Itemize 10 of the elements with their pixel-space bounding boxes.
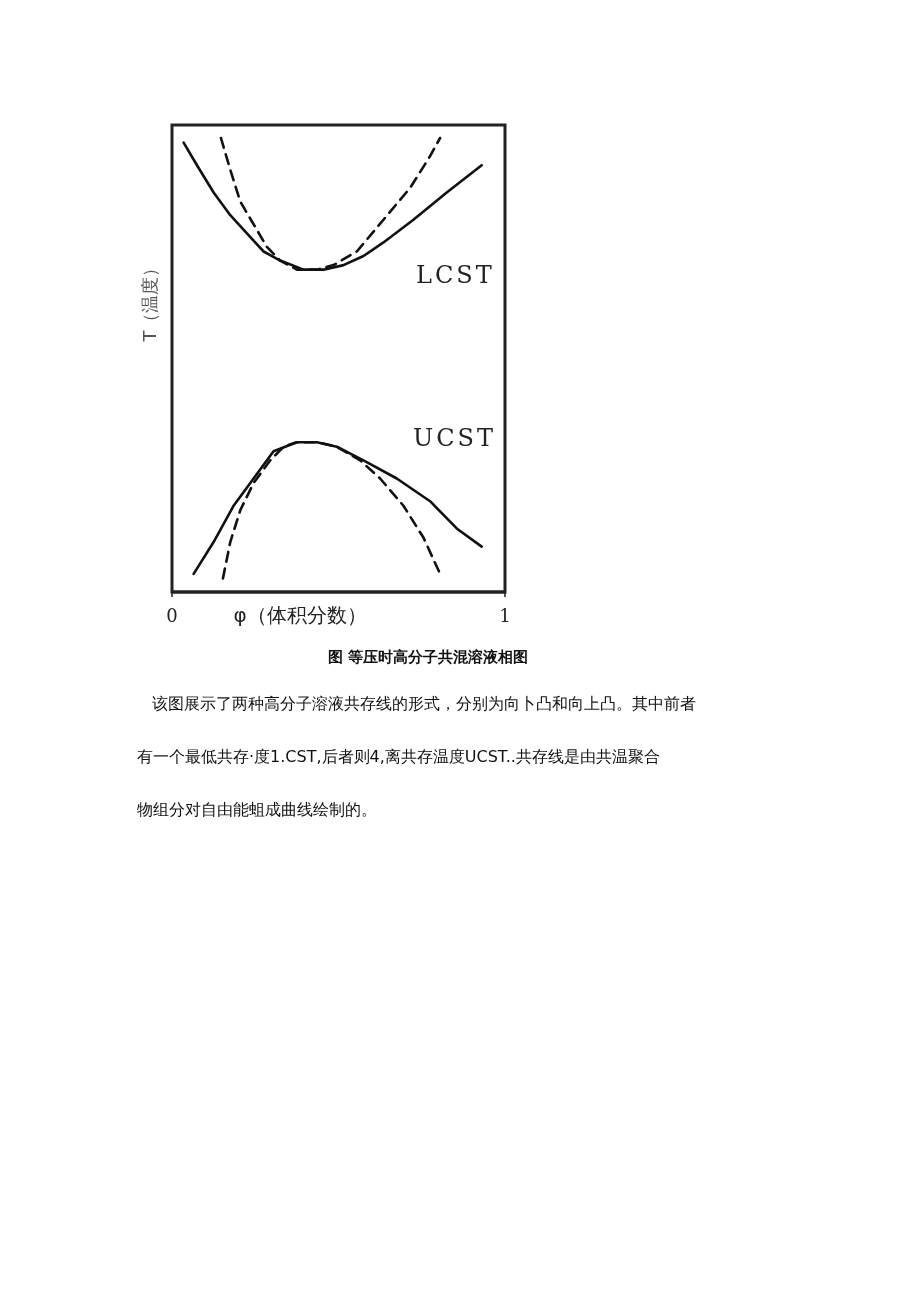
annotation: UCST — [413, 424, 497, 452]
x-axis-title: φ（体积分数） — [233, 603, 367, 627]
text: 图 等压时高分子共混溶液相图 — [327, 648, 529, 666]
x-tick-label: 0 — [166, 605, 178, 626]
text: 物组分对自由能蛆成曲线绘制的。 — [137, 800, 377, 819]
x-tick-label: 1 — [499, 605, 511, 626]
y-axis-title: T（温度） — [139, 258, 160, 343]
text: 该图展示了两种高分子溶液共存线的形式，分别为向卜凸和向上凸。其中前者 — [152, 694, 696, 713]
annotation: LCST — [416, 261, 495, 289]
text: 有一个最低共存·度1.CST,后者则4,离共存温度UCST..共存线是由共温聚合 — [137, 747, 660, 766]
